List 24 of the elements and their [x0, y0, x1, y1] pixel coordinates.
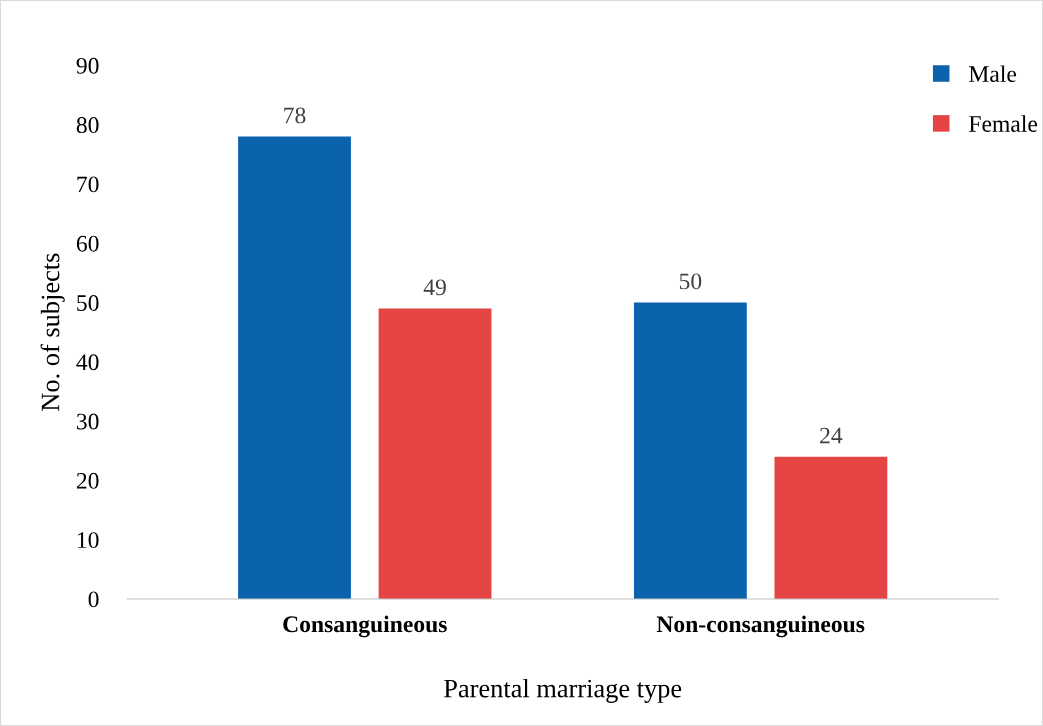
x-tick-label: Consanguineous	[283, 615, 447, 638]
data-label: 24	[820, 427, 843, 444]
y-tick-label: 30	[76, 413, 99, 430]
data-label: 50	[679, 273, 702, 290]
bar	[633, 302, 747, 599]
bar	[238, 136, 351, 599]
y-tick-label: 60	[76, 235, 99, 252]
legend-label: Female	[969, 115, 1038, 132]
y-tick-label: 10	[77, 532, 99, 549]
y-tick-label: 90	[76, 57, 99, 74]
y-tick-label: 70	[77, 176, 99, 193]
bar	[774, 456, 888, 599]
y-tick-label: 80	[76, 117, 99, 134]
y-tick-label: 50	[77, 294, 99, 311]
y-tick-label: 40	[76, 354, 99, 371]
bar	[378, 308, 492, 599]
x-axis-title: Parental marriage type	[444, 678, 682, 703]
y-tick-label: 20	[76, 472, 99, 489]
data-label: 78	[284, 107, 306, 124]
y-axis-title: No. of subjects	[40, 253, 65, 411]
y-tick-label: 0	[88, 591, 99, 608]
x-tick-label: Non-consanguineous	[656, 615, 865, 638]
legend-label: Male	[969, 65, 1017, 83]
data-label: 49	[423, 279, 446, 296]
